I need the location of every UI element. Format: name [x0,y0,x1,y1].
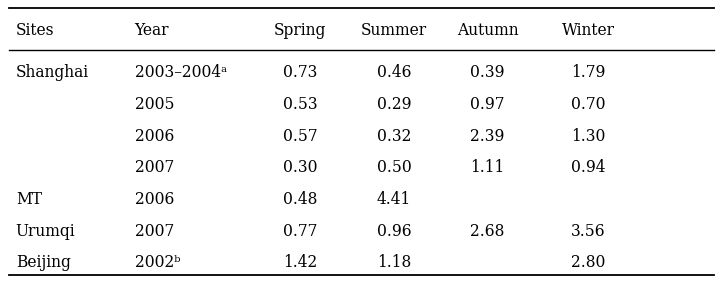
Text: MT: MT [16,191,42,208]
Text: 2003–2004ᵃ: 2003–2004ᵃ [134,64,227,81]
Text: 2007: 2007 [134,159,174,176]
Text: Winter: Winter [562,22,615,39]
Text: 0.73: 0.73 [283,64,317,81]
Text: 2006: 2006 [134,128,174,145]
Text: Summer: Summer [361,22,427,39]
Text: 0.77: 0.77 [283,223,317,240]
Text: 0.39: 0.39 [470,64,505,81]
Text: Autumn: Autumn [457,22,518,39]
Text: 0.46: 0.46 [377,64,411,81]
Text: 0.96: 0.96 [377,223,411,240]
Text: 2006: 2006 [134,191,174,208]
Text: 1.30: 1.30 [571,128,606,145]
Text: 0.70: 0.70 [571,96,606,113]
Text: Spring: Spring [274,22,327,39]
Text: 1.18: 1.18 [377,254,411,271]
Text: 1.11: 1.11 [471,159,505,176]
Text: 0.57: 0.57 [283,128,317,145]
Text: 2002ᵇ: 2002ᵇ [134,254,180,271]
Text: 2.80: 2.80 [571,254,606,271]
Text: 2.68: 2.68 [471,223,505,240]
Text: 0.50: 0.50 [377,159,411,176]
Text: Year: Year [134,22,169,39]
Text: Shanghai: Shanghai [16,64,89,81]
Text: 4.41: 4.41 [377,191,411,208]
Text: 0.29: 0.29 [377,96,411,113]
Text: 3.56: 3.56 [571,223,606,240]
Text: Beijing: Beijing [16,254,71,271]
Text: 2005: 2005 [134,96,174,113]
Text: 0.94: 0.94 [571,159,606,176]
Text: 0.30: 0.30 [283,159,317,176]
Text: 0.48: 0.48 [283,191,317,208]
Text: 0.53: 0.53 [283,96,317,113]
Text: 2.39: 2.39 [471,128,505,145]
Text: 1.79: 1.79 [571,64,606,81]
Text: 1.42: 1.42 [283,254,317,271]
Text: Sites: Sites [16,22,54,39]
Text: 0.32: 0.32 [377,128,411,145]
Text: 0.97: 0.97 [470,96,505,113]
Text: Urumqi: Urumqi [16,223,75,240]
Text: 2007: 2007 [134,223,174,240]
